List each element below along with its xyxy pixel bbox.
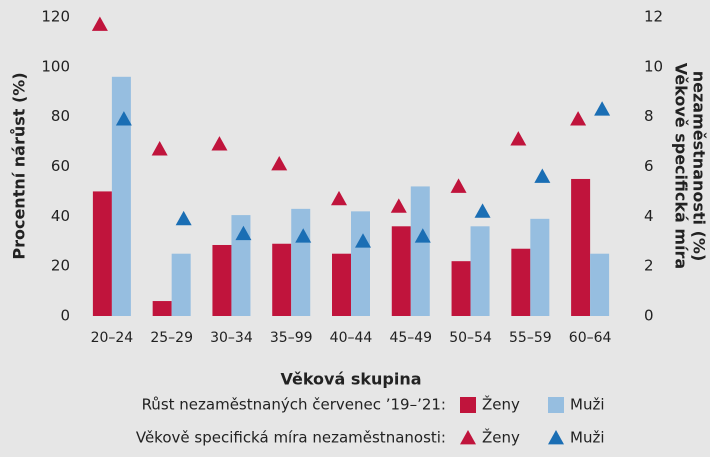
triangle-marker [235,225,252,241]
y2-tick-label: 0 [644,307,654,325]
triangle-marker [151,141,168,156]
bar [152,301,172,316]
y-tick-label: 20 [51,257,70,275]
bar [272,243,292,316]
triangle-marker [175,210,192,226]
legend-label: Muži [570,429,605,447]
x-tick-label: 35–99 [270,330,313,346]
triangle-marker [295,228,312,243]
bar [451,261,471,316]
bar [111,76,131,316]
bar [171,253,191,316]
triangle-marker [570,111,587,126]
legend-swatch [460,430,476,445]
triangle-marker [91,16,108,31]
x-axis-label: Věková skupina [280,370,421,389]
y2-tick-label: 8 [644,107,654,125]
x-tick-label: 20–24 [91,330,134,346]
triangle-marker [510,131,527,146]
triangle-marker [355,233,371,248]
x-tick-label: 40–44 [330,330,373,346]
triangle-marker [115,111,132,126]
bar [332,253,351,316]
triangle-marker [390,198,407,213]
y-tick-label: 80 [51,107,70,125]
bar [391,226,411,316]
legend-title: Růst nezaměstnaných červenec ’19–’21: [142,396,446,414]
bar [511,248,531,316]
triangle-marker [594,101,611,116]
y2-axis-label: Věkově specifická míra [672,63,691,269]
y-axis-label: Procentní nárůst (%) [10,72,29,259]
legend-label: Ženy [482,395,520,414]
y-tick-label: 100 [41,57,70,75]
y-tick-label: 60 [51,157,70,175]
triangle-marker [534,168,551,183]
bar [92,191,112,316]
y-tick-label: 40 [51,207,70,225]
y2-tick-label: 10 [644,57,663,75]
triangle-marker [414,228,431,243]
triangle-marker [331,190,347,206]
y2-tick-label: 2 [644,257,654,275]
legend-swatch [548,430,564,445]
y-tick-label: 0 [60,307,70,325]
bar [291,208,311,316]
x-tick-label: 60–64 [569,330,612,346]
x-tick-label: 45–49 [389,330,432,346]
bar [590,253,610,316]
legend-swatch [548,397,564,413]
triangle-marker [474,203,491,218]
legend-swatch [460,397,476,413]
triangle-marker [450,178,467,193]
y2-tick-label: 6 [644,157,654,175]
bar [530,218,550,316]
bar [470,226,490,316]
legend-title: Věkově specifická míra nezaměstnanosti: [136,429,446,447]
y-tick-label: 120 [41,8,70,26]
y2-tick-label: 12 [644,8,663,26]
y2-tick-label: 4 [644,207,654,225]
bar [351,211,370,316]
bar [571,178,591,316]
triangle-marker [271,156,288,171]
triangle-marker [211,136,228,151]
legend-label: Ženy [482,428,520,447]
legend-label: Muži [570,396,605,414]
bar [231,215,251,316]
bar [212,244,232,316]
y2-axis-label: nezaměstnanosti (%) [690,71,709,262]
x-tick-label: 25–29 [150,330,193,346]
x-tick-label: 50–54 [449,330,492,346]
bar [410,186,430,316]
x-tick-label: 55–59 [509,330,552,346]
x-tick-label: 30–34 [210,330,253,346]
